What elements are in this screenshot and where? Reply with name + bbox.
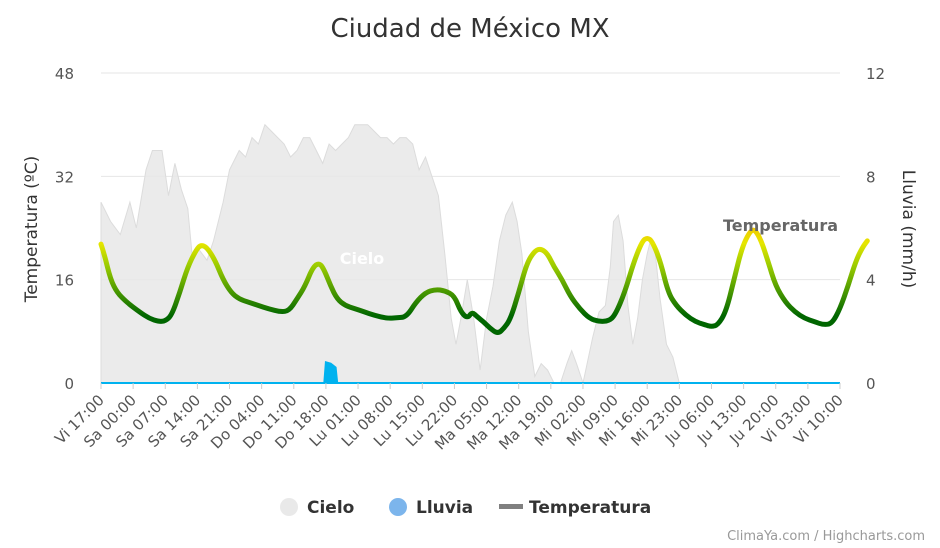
y-axis-left-ticks: 0 16 32 48 [55, 65, 74, 393]
legend-item-temperatura[interactable]: Temperatura [499, 498, 651, 518]
legend-label: Lluvia [416, 498, 473, 518]
cielo-legend-symbol [280, 498, 298, 516]
temperatura-line-series [98, 227, 870, 335]
y2-tick-label: 0 [866, 375, 876, 393]
temperatura-series-label: Temperatura [723, 216, 838, 235]
legend-item-lluvia[interactable]: Lluvia [389, 498, 473, 518]
series-labels: Cielo Temperatura [340, 216, 838, 268]
lluvia-area-series [101, 361, 840, 384]
lluvia-legend-symbol [389, 498, 407, 516]
legend: Cielo Lluvia Temperatura [280, 498, 651, 518]
legend-item-cielo[interactable]: Cielo [280, 498, 354, 518]
y-tick-label: 0 [64, 375, 74, 393]
y2-tick-label: 12 [866, 65, 885, 83]
y-tick-label: 32 [55, 168, 74, 186]
y-tick-label: 16 [55, 272, 74, 290]
legend-label: Temperatura [529, 498, 651, 518]
y2-tick-label: 8 [866, 168, 876, 186]
credits[interactable]: ClimaYa.com / Highcharts.com [727, 529, 925, 544]
cielo-area-series [100, 123, 840, 385]
chart-title: Ciudad de México MX [330, 14, 609, 44]
y-axis-right-ticks: 0 4 8 12 [866, 65, 885, 393]
legend-label: Cielo [307, 498, 354, 518]
y-axis-title: Temperatura (ºC) [22, 156, 42, 304]
cielo-series-label: Cielo [340, 249, 385, 268]
y-tick-label: 48 [55, 65, 74, 83]
y2-axis-title: Lluvia (mm/h) [898, 170, 918, 288]
y2-tick-label: 4 [866, 272, 876, 290]
temperatura-legend-symbol [499, 504, 523, 509]
temperatura-line [98, 227, 870, 335]
cielo-area [100, 123, 840, 385]
